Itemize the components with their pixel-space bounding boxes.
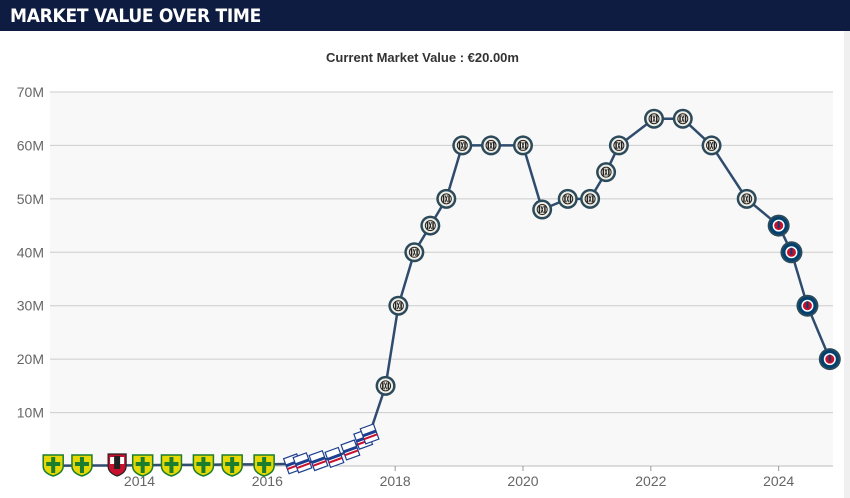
data-point[interactable] bbox=[131, 454, 154, 477]
data-point[interactable] bbox=[388, 295, 409, 316]
current-value: €20.00m bbox=[467, 50, 519, 65]
section-header: MARKET VALUE OVER TIME bbox=[0, 0, 850, 31]
data-point[interactable] bbox=[107, 453, 127, 477]
data-point[interactable] bbox=[308, 449, 329, 472]
data-point[interactable] bbox=[672, 108, 693, 129]
data-point[interactable] bbox=[596, 162, 617, 183]
data-point[interactable] bbox=[292, 452, 313, 474]
data-point[interactable] bbox=[160, 454, 183, 477]
x-tick-label: 2020 bbox=[507, 473, 538, 489]
x-tick-label: 2022 bbox=[635, 473, 666, 489]
data-point[interactable] bbox=[796, 294, 819, 317]
data-point[interactable] bbox=[767, 214, 790, 237]
data-point[interactable] bbox=[644, 108, 665, 129]
y-tick-label: 10M bbox=[17, 405, 44, 421]
data-point[interactable] bbox=[701, 135, 722, 156]
data-point[interactable] bbox=[324, 446, 345, 469]
data-point[interactable] bbox=[420, 215, 441, 236]
x-tick-label: 2024 bbox=[763, 473, 794, 489]
y-tick-label: 20M bbox=[17, 351, 44, 367]
x-tick-label: 2018 bbox=[380, 473, 411, 489]
data-point[interactable] bbox=[340, 439, 361, 461]
y-tick-label: 50M bbox=[17, 191, 44, 207]
data-point[interactable] bbox=[580, 188, 601, 209]
current-value-label: Current Market Value : bbox=[326, 50, 468, 65]
data-point[interactable] bbox=[780, 241, 803, 264]
data-point[interactable] bbox=[436, 188, 457, 209]
data-point[interactable] bbox=[375, 375, 396, 396]
data-point[interactable] bbox=[481, 135, 502, 156]
scrollbar[interactable] bbox=[844, 31, 850, 498]
data-point[interactable] bbox=[71, 454, 93, 477]
data-point[interactable] bbox=[253, 454, 275, 477]
section-title: MARKET VALUE OVER TIME bbox=[10, 5, 261, 27]
y-tick-label: 60M bbox=[17, 137, 44, 153]
data-point[interactable] bbox=[192, 454, 215, 477]
x-tick-label: 2014 bbox=[124, 473, 155, 489]
data-point[interactable] bbox=[359, 423, 380, 445]
y-tick-label: 40M bbox=[17, 244, 44, 260]
data-point[interactable] bbox=[221, 454, 243, 477]
data-point[interactable] bbox=[608, 135, 629, 156]
y-tick-label: 70M bbox=[17, 84, 44, 100]
data-point[interactable] bbox=[557, 188, 578, 209]
x-tick-label: 2016 bbox=[252, 473, 283, 489]
data-point[interactable] bbox=[818, 348, 841, 371]
plot-area bbox=[50, 92, 833, 466]
data-point[interactable] bbox=[512, 135, 533, 156]
data-point[interactable] bbox=[42, 454, 64, 477]
chart-subtitle: Current Market Value : €20.00m bbox=[0, 50, 845, 65]
data-point[interactable] bbox=[736, 188, 757, 209]
data-point[interactable] bbox=[532, 199, 553, 220]
data-point[interactable] bbox=[452, 135, 473, 156]
y-tick-label: 30M bbox=[17, 298, 44, 314]
data-point[interactable] bbox=[404, 242, 425, 263]
